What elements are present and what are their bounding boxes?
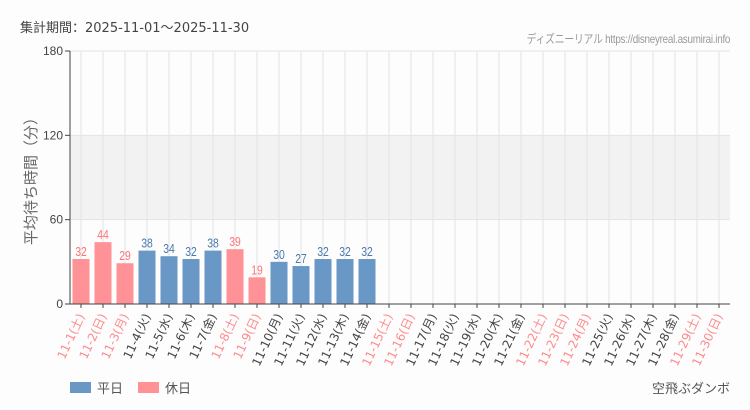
bar[interactable] xyxy=(336,259,354,304)
site-credit: ディズニーリアル https://disneyreal.asumirai.inf… xyxy=(526,32,731,46)
legend-weekday[interactable]: 平日 xyxy=(70,378,123,397)
bar-value-label: 32 xyxy=(339,245,351,259)
bar-value-label: 27 xyxy=(295,252,307,266)
bar[interactable] xyxy=(160,256,178,304)
bar-value-label: 38 xyxy=(207,237,219,251)
y-tick-label: 60 xyxy=(50,213,64,227)
reference-band xyxy=(70,135,730,220)
bar[interactable] xyxy=(94,242,112,304)
bar-value-label: 32 xyxy=(75,245,87,259)
bar[interactable] xyxy=(292,266,310,304)
bar-value-label: 34 xyxy=(163,242,175,256)
bar-value-label: 39 xyxy=(229,235,241,249)
bar-value-label: 44 xyxy=(97,228,109,242)
holiday-swatch xyxy=(138,382,160,393)
bar[interactable] xyxy=(204,250,222,304)
legend-weekday-label: 平日 xyxy=(97,382,124,397)
bar[interactable] xyxy=(314,259,332,304)
y-axis-title: 平均待ち時間（分） xyxy=(22,110,40,245)
bar-value-label: 32 xyxy=(361,245,373,259)
legend-holiday[interactable]: 休日 xyxy=(138,378,191,397)
bar[interactable] xyxy=(116,263,134,304)
bar-value-label: 30 xyxy=(273,248,285,262)
bar[interactable] xyxy=(182,259,200,304)
bar-value-label: 29 xyxy=(119,249,131,263)
bar[interactable] xyxy=(226,249,244,304)
bar[interactable] xyxy=(72,259,90,304)
y-tick-label: 120 xyxy=(43,128,63,142)
bar[interactable] xyxy=(358,259,376,304)
bar[interactable] xyxy=(248,277,266,304)
bar-value-label: 19 xyxy=(251,263,263,277)
y-tick-label: 180 xyxy=(43,44,63,58)
legend-holiday-label: 休日 xyxy=(165,382,192,397)
bar-value-label: 32 xyxy=(185,245,197,259)
y-tick-label: 0 xyxy=(56,297,63,311)
bar-value-label: 32 xyxy=(317,245,329,259)
bar[interactable] xyxy=(270,261,288,304)
period-label: 集計期間：2025-11-01～2025-11-30 xyxy=(20,21,250,36)
attraction-name: 空飛ぶダンボ xyxy=(651,382,730,397)
bar-value-label: 38 xyxy=(141,237,153,251)
weekday-swatch xyxy=(70,382,91,393)
bar[interactable] xyxy=(138,250,156,304)
legend: 平日 休日 xyxy=(70,378,206,397)
